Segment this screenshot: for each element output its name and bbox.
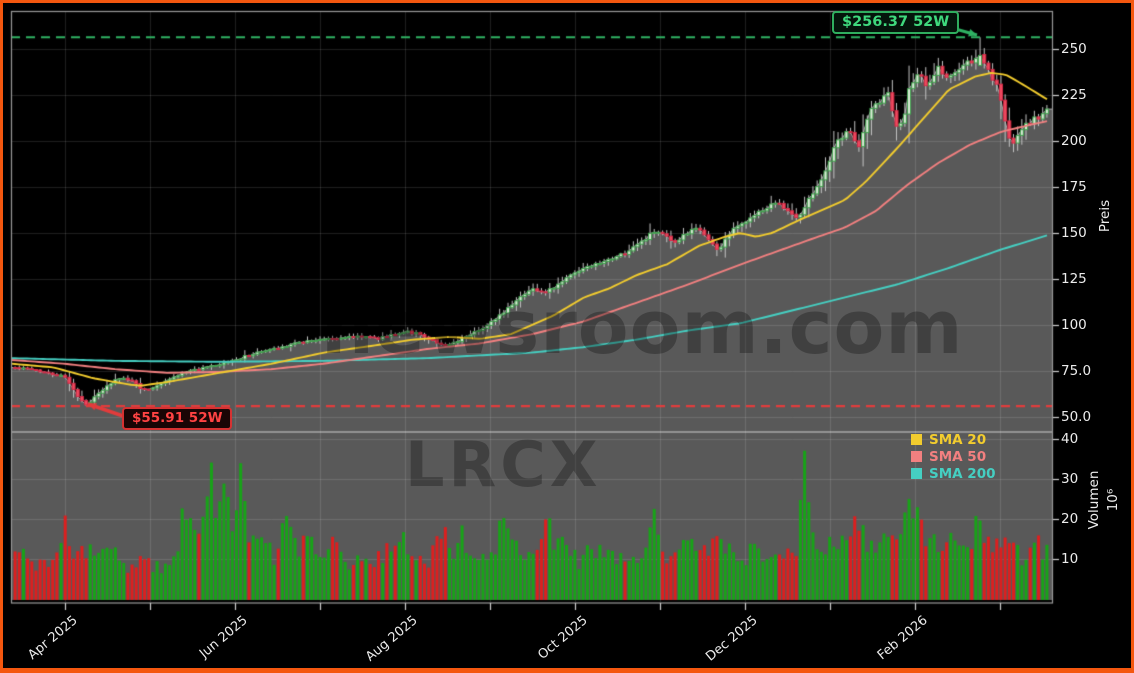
price-tick-label: 200	[1061, 132, 1087, 149]
sma20-swatch-icon	[911, 434, 922, 445]
volume-tick-label: 10	[1061, 550, 1079, 567]
price-axis-title: Preis	[1097, 199, 1113, 233]
volume-tick-label: 40	[1061, 430, 1079, 447]
legend-label-sma200: SMA 200	[929, 465, 996, 482]
legend-label-sma50: SMA 50	[929, 448, 987, 465]
price-tick-label: 225	[1061, 86, 1087, 103]
legend-item-sma50: SMA 50	[911, 448, 996, 465]
legend-item-sma200: SMA 200	[911, 465, 996, 482]
price-tick-label: 100	[1061, 316, 1087, 333]
price-tick-label: 250	[1061, 40, 1087, 57]
low-52w-label: $55.91 52W	[122, 407, 233, 430]
high-52w-label: $256.37 52W	[832, 11, 960, 34]
price-tick-label: 75.0	[1061, 362, 1092, 379]
price-tick-label: 50.0	[1061, 408, 1092, 425]
stock-chart-canvas	[3, 3, 1131, 668]
volume-tick-label: 30	[1061, 470, 1079, 487]
price-tick-label: 125	[1061, 270, 1087, 287]
legend-label-sma20: SMA 20	[929, 431, 987, 448]
volume-axis-title: Volumen	[1086, 470, 1102, 530]
sma200-swatch-icon	[911, 468, 922, 479]
price-tick-label: 175	[1061, 178, 1087, 195]
price-tick-label: 150	[1061, 224, 1087, 241]
legend-item-sma20: SMA 20	[911, 431, 996, 448]
sma50-swatch-icon	[911, 451, 922, 462]
volume-tick-label: 20	[1061, 510, 1079, 527]
volume-axis-exponent: 10⁶	[1105, 488, 1121, 512]
sma-legend: SMA 20 SMA 50 SMA 200	[911, 431, 996, 482]
